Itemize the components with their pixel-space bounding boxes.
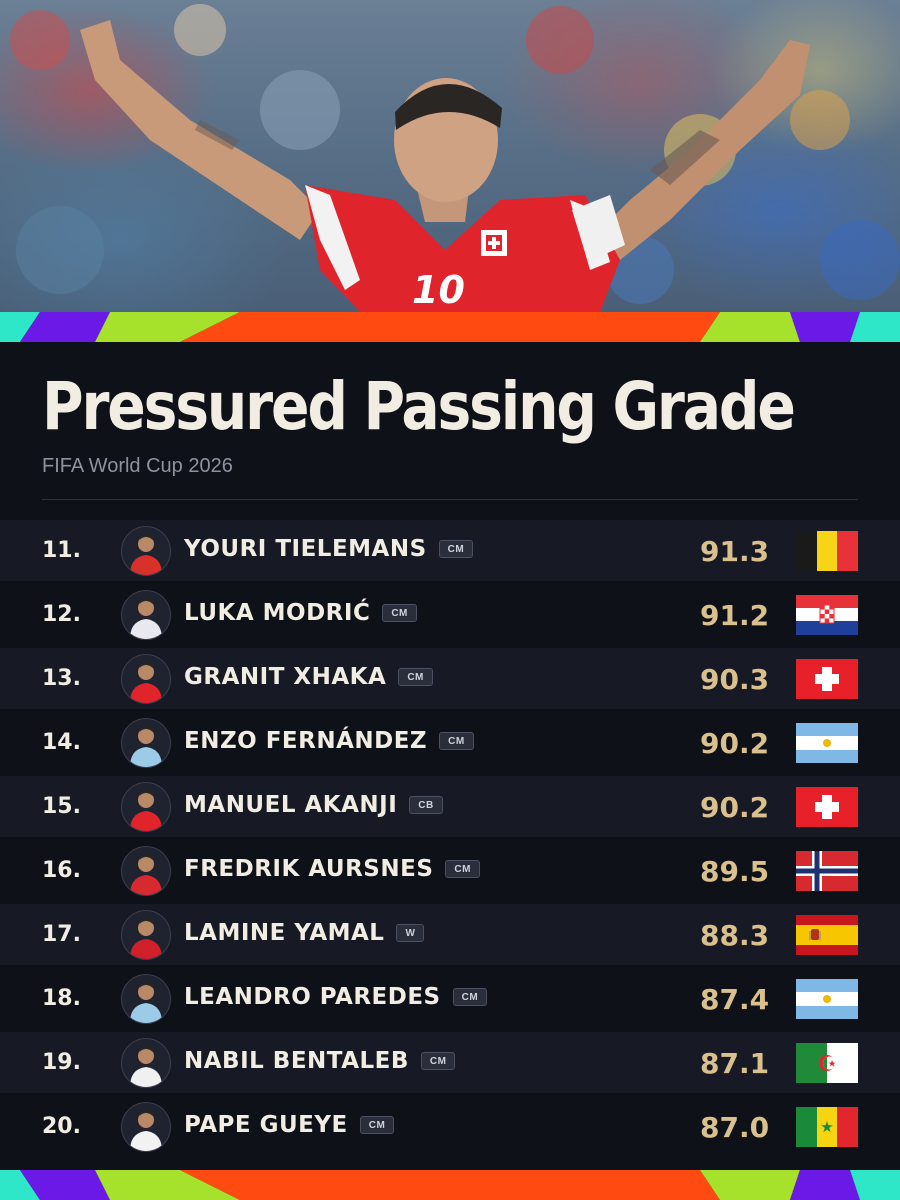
position-badge: CM [438,540,474,558]
grade-value: 88.3 [700,919,770,952]
rank-number: 17. [42,922,81,947]
grade-value: 87.0 [700,1111,770,1144]
player-name: PAPE GUEYE [184,1112,348,1138]
player-info: LAMINE YAMAL W [184,920,425,946]
player-avatar [121,782,171,832]
spain-flag [796,915,858,955]
player-avatar [121,654,171,704]
rank-number: 18. [42,986,81,1011]
position-badge: CM [359,1116,395,1134]
player-name: YOURI TIELEMANS [184,536,427,562]
grade-value: 91.3 [700,535,770,568]
player-info: PAPE GUEYE CM [184,1112,395,1138]
position-badge: CM [382,604,417,622]
rank-number: 11. [42,538,81,563]
player-row: 14. ENZO FERNÁNDEZ CM 90.2 [0,712,900,773]
player-avatar [121,590,171,640]
player-name: GRANIT XHAKA [184,664,387,690]
title-divider [42,499,858,500]
player-row: 13. GRANIT XHAKA CM 90.3 [0,648,900,709]
grade-value: 87.1 [700,1047,770,1080]
grade-value: 90.3 [700,663,770,696]
player-name: ENZO FERNÁNDEZ [184,728,428,754]
player-avatar [121,1038,171,1088]
rank-number: 20. [42,1114,81,1139]
grade-value: 89.5 [700,855,770,888]
player-name: NABIL BENTALEB [184,1048,409,1074]
player-avatar [121,910,171,960]
position-badge: CM [439,732,474,750]
argentina-flag [796,723,858,763]
player-avatar [121,846,171,896]
algeria-flag [796,1043,858,1083]
grade-value: 90.2 [700,791,770,824]
position-badge: CM [398,668,433,686]
player-info: GRANIT XHAKA CM [184,664,433,690]
player-name: FREDRIK AURSNES [184,856,434,882]
player-info: ENZO FERNÁNDEZ CM [184,728,474,754]
player-row: 17. LAMINE YAMAL W 88.3 [0,904,900,965]
grade-value: 87.4 [700,983,770,1016]
player-row: 19. NABIL BENTALEB CM 87.1 [0,1032,900,1093]
rank-number: 12. [42,602,81,627]
player-info: MANUEL AKANJI CB [184,792,443,818]
rank-number: 16. [42,858,81,883]
player-row: 12. LUKA MODRIĆ CM 91.2 [0,584,900,645]
grade-value: 91.2 [700,599,770,632]
player-name: LAMINE YAMAL [184,920,385,946]
switzerland-flag [796,659,858,699]
belgium-flag [796,531,858,571]
player-illustration [10,4,900,312]
switzerland-flag [796,787,858,827]
argentina-flag [796,979,858,1019]
player-name: MANUEL AKANJI [184,792,398,818]
rank-number: 13. [42,666,81,691]
player-row: 18. LEANDRO PAREDES CM 87.4 [0,968,900,1029]
jersey-number: 10 [412,268,465,312]
croatia-flag [796,595,858,635]
player-info: NABIL BENTALEB CM [184,1048,456,1074]
player-name: LEANDRO PAREDES [184,984,441,1010]
page-title: Pressured Passing Grade [42,368,796,445]
player-info: LEANDRO PAREDES CM [184,984,488,1010]
player-avatar [121,974,171,1024]
position-badge: W [396,924,425,942]
player-info: YOURI TIELEMANS CM [184,536,474,562]
position-badge: CB [409,796,443,814]
player-name: LUKA MODRIĆ [184,600,371,626]
page-subtitle: FIFA World Cup 2026 [42,455,233,477]
rank-number: 19. [42,1050,81,1075]
grade-value: 90.2 [700,727,770,760]
player-info: FREDRIK AURSNES CM [184,856,480,882]
position-badge: CM [420,1052,456,1070]
player-row: 11. YOURI TIELEMANS CM 91.3 [0,520,900,581]
norway-flag [796,851,858,891]
senegal-flag [796,1107,858,1147]
player-info: LUKA MODRIĆ CM [184,600,417,626]
position-badge: CM [445,860,480,878]
position-badge: CM [452,988,488,1006]
bottom-color-band [0,1170,900,1200]
rank-number: 14. [42,730,81,755]
player-row: 20. PAPE GUEYE CM 87.0 [0,1096,900,1157]
rank-number: 15. [42,794,81,819]
top-color-band [0,312,900,342]
hero-photo: 10 [0,0,900,312]
player-avatar [121,718,171,768]
player-avatar [121,526,171,576]
player-avatar [121,1102,171,1152]
player-row: 15. MANUEL AKANJI CB 90.2 [0,776,900,837]
player-row: 16. FREDRIK AURSNES CM 89.5 [0,840,900,901]
